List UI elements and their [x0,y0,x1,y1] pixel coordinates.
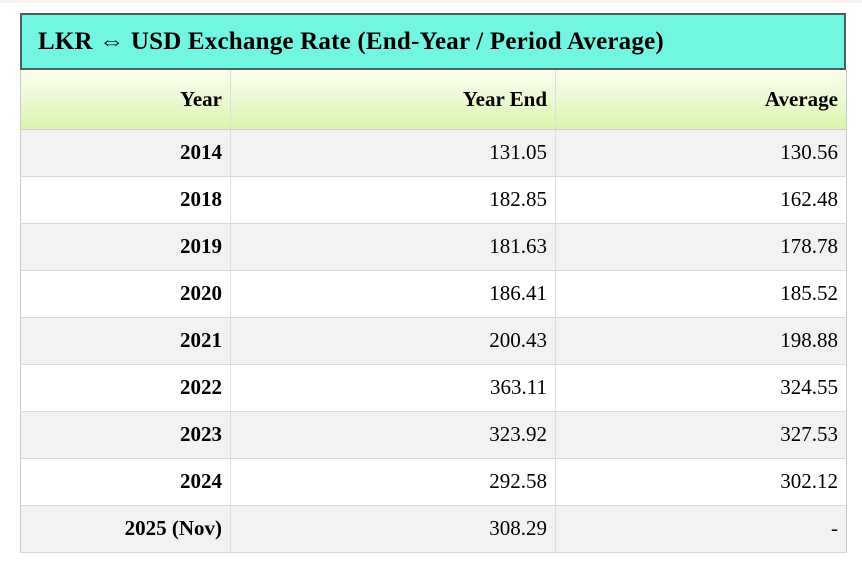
average-cell: 178.78 [555,223,847,271]
column-header-year: Year [20,70,231,130]
average-cell: 162.48 [555,176,847,224]
year-end-cell: 200.43 [230,317,556,365]
year-cell: 2025 (Nov) [20,505,231,553]
year-end-cell: 181.63 [230,223,556,271]
table-row: 2025 (Nov) 308.29 - [20,505,847,553]
average-cell: 130.56 [555,129,847,177]
table-title-bar: LKR ⇔ USD Exchange Rate (End-Year / Peri… [20,13,846,70]
year-cell: 2023 [20,411,231,459]
year-cell: 2014 [20,129,231,177]
average-cell: 302.12 [555,458,847,506]
year-end-cell: 308.29 [230,505,556,553]
table-row: 2019 181.63 178.78 [20,223,847,271]
year-end-cell: 182.85 [230,176,556,224]
table-row: 2024 292.58 302.12 [20,458,847,506]
table-row: 2020 186.41 185.52 [20,270,847,318]
table-row: 2023 323.92 327.53 [20,411,847,459]
average-cell: - [555,505,847,553]
year-end-cell: 131.05 [230,129,556,177]
year-cell: 2022 [20,364,231,412]
year-cell: 2018 [20,176,231,224]
year-cell: 2024 [20,458,231,506]
exchange-rate-widget: LKR ⇔ USD Exchange Rate (End-Year / Peri… [20,13,847,553]
average-cell: 198.88 [555,317,847,365]
year-end-cell: 323.92 [230,411,556,459]
year-cell: 2020 [20,270,231,318]
table-row: 2018 182.85 162.48 [20,176,847,224]
column-header-year-end: Year End [230,70,556,130]
year-cell: 2019 [20,223,231,271]
exchange-rate-table: Year Year End Average 2014 131.05 130.56… [20,70,847,553]
window-top-edge [0,0,862,3]
column-header-average: Average [555,70,847,130]
table-row: 2021 200.43 198.88 [20,317,847,365]
table-title: LKR ⇔ USD Exchange Rate (End-Year / Peri… [38,27,664,55]
year-end-cell: 363.11 [230,364,556,412]
average-cell: 324.55 [555,364,847,412]
table-header: Year Year End Average [20,70,847,130]
table-row: 2022 363.11 324.55 [20,364,847,412]
table-body: 2014 131.05 130.56 2018 182.85 162.48 20… [20,129,847,553]
table-row: 2014 131.05 130.56 [20,129,847,177]
year-cell: 2021 [20,317,231,365]
average-cell: 185.52 [555,270,847,318]
average-cell: 327.53 [555,411,847,459]
header-row: Year Year End Average [20,70,847,130]
year-end-cell: 292.58 [230,458,556,506]
year-end-cell: 186.41 [230,270,556,318]
